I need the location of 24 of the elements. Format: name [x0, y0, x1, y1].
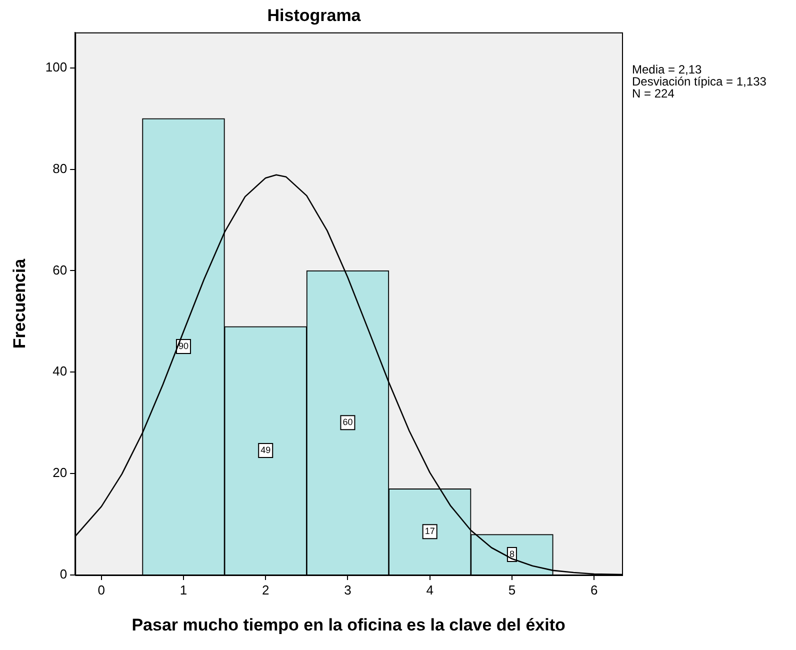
- data-label: 60: [342, 417, 353, 428]
- data-label: 90: [178, 341, 188, 352]
- y-tick-label: 20: [52, 465, 68, 480]
- y-tick-label: 100: [45, 59, 68, 74]
- y-tick-label: 0: [60, 566, 68, 582]
- x-tick-label: 1: [180, 582, 188, 598]
- y-tick-label: 80: [52, 160, 68, 176]
- y-axis-title: Frecuencia: [10, 258, 29, 349]
- data-label: 8: [509, 548, 514, 559]
- x-tick-label: 3: [344, 582, 352, 598]
- x-tick-label: 0: [98, 582, 105, 598]
- y-tick-label: 40: [52, 364, 68, 379]
- x-tick-label: 6: [590, 582, 598, 598]
- text: Media = 2,13: [632, 62, 702, 76]
- data-label: 49: [260, 444, 271, 455]
- x-tick-label: 5: [508, 582, 516, 598]
- text: N = 224: [632, 86, 675, 100]
- x-tick-label: 4: [426, 582, 434, 598]
- text: Desviación típica = 1,133: [632, 74, 767, 88]
- y-tick-label: 60: [52, 262, 68, 278]
- data-label: 17: [424, 526, 435, 536]
- x-axis-title: Pasar mucho tiempo en la oficina es la clave del éxito: [132, 615, 566, 634]
- x-tick-label: 2: [262, 582, 270, 598]
- chart-title: Histograma: [267, 6, 362, 25]
